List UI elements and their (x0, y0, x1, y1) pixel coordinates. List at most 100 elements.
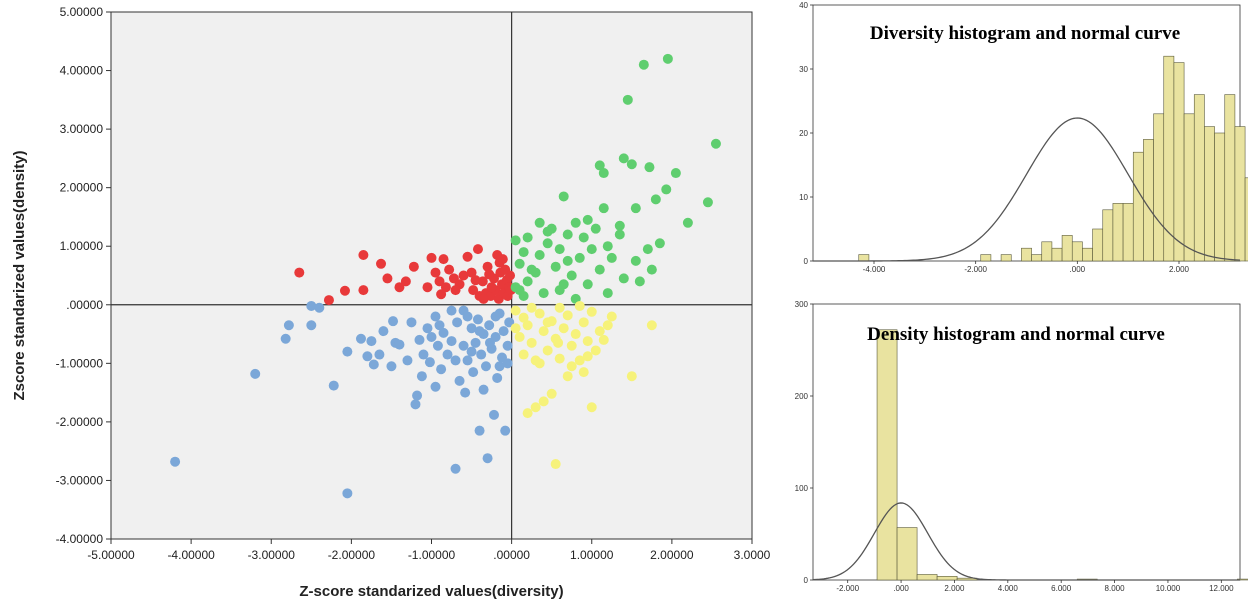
scatter-x-tick-label: -4.00000 (167, 548, 215, 562)
scatter-point (661, 184, 672, 195)
scatter-point (514, 258, 525, 269)
diversity-x-ticks: -4.000 -2.000 .000 2.000 (863, 261, 1190, 274)
scatter-point (542, 238, 553, 249)
scatter-point (458, 340, 469, 351)
scatter-point (514, 331, 525, 342)
histogram-y-tick-label: 200 (795, 392, 809, 401)
histogram-bar (1082, 247, 1093, 262)
scatter-y-tick-label: .00000 (66, 298, 103, 312)
scatter-point (558, 323, 569, 334)
scatter-point (416, 371, 427, 382)
scatter-point (408, 261, 419, 272)
scatter-point (484, 337, 495, 348)
scatter-point (468, 367, 479, 378)
scatter-x-tick-label: 2.00000 (650, 548, 694, 562)
histogram-bar (1173, 62, 1185, 262)
scatter-point (598, 334, 609, 345)
scatter-point (554, 353, 565, 364)
scatter-point (406, 317, 417, 328)
scatter-point (662, 53, 673, 64)
histogram-bar (1021, 247, 1032, 262)
scatter-point (602, 241, 613, 252)
scatter-point (470, 275, 481, 286)
scatter-point (644, 162, 655, 173)
scatter-point (586, 244, 597, 255)
scatter-point (646, 264, 657, 275)
histogram-bar (896, 527, 918, 581)
scatter-point (682, 217, 693, 228)
histogram-x-tick-label: 8.000 (1105, 584, 1126, 593)
scatter-point (514, 285, 525, 296)
scatter-x-tick-label: 3.0000 (734, 548, 771, 562)
scatter-point (594, 264, 605, 275)
histogram-bar (1234, 126, 1246, 262)
histogram-bar (1163, 55, 1175, 262)
scatter-point (410, 399, 421, 410)
scatter-point (482, 261, 493, 272)
scatter-point (355, 333, 366, 344)
histogram-y-tick-label: 20 (799, 129, 808, 138)
scatter-point (570, 329, 581, 340)
scatter-point (534, 250, 545, 261)
histogram-bar (1112, 203, 1124, 262)
scatter-point (618, 153, 629, 164)
histogram-bar (1031, 254, 1043, 262)
scatter-point (388, 316, 399, 327)
scatter-point (542, 317, 553, 328)
scatter-point (446, 305, 457, 316)
scatter-x-tick-label: -1.00000 (408, 548, 456, 562)
histogram-x-tick-label: 12.000 (1209, 584, 1234, 593)
density-x-ticks: -2.000 .000 2.000 4.000 6.000 8.000 10.000 12.0… (836, 580, 1234, 593)
scatter-point (510, 323, 521, 334)
scatter-point (530, 402, 541, 413)
scatter-point (562, 229, 573, 240)
scatter-point (422, 282, 433, 293)
scatter-point (462, 311, 473, 322)
histogram-bar (1183, 113, 1195, 262)
scatter-point (452, 317, 463, 328)
scatter-point (602, 288, 613, 299)
scatter-point (366, 336, 377, 347)
scatter-point (314, 302, 325, 313)
scatter-plot: -5.00000 -4.00000 -3.00000 -2.00000 -1.00000… (11, 5, 771, 600)
scatter-point (578, 367, 589, 378)
scatter-point (502, 340, 513, 351)
scatter-point (466, 346, 477, 357)
histogram-bar (1143, 139, 1154, 262)
scatter-point (468, 285, 479, 296)
scatter-point (574, 355, 585, 366)
scatter-point (550, 459, 561, 470)
scatter-point (436, 289, 447, 300)
scatter-point (478, 384, 489, 395)
scatter-point (490, 311, 501, 322)
scatter-point (402, 355, 413, 366)
scatter-point (586, 402, 597, 413)
scatter-point (294, 267, 305, 278)
scatter-point (534, 217, 545, 228)
scatter-point (430, 381, 441, 392)
scatter-y-tick-label: -1.00000 (56, 356, 104, 370)
scatter-y-tick-label: 2.00000 (60, 181, 104, 195)
diversity-y-ticks: 0 10 20 30 40 (799, 1, 813, 266)
histogram-bar (1193, 94, 1205, 262)
scatter-y-ticks: 5.00000 4.00000 3.00000 2.00000 1.00000 .0000… (56, 5, 111, 546)
scatter-point (394, 282, 405, 293)
histogram-bar (1204, 126, 1215, 262)
histogram-x-tick-label: 2.000 (1169, 265, 1190, 274)
scatter-x-tick-label: 1.00000 (570, 548, 614, 562)
scatter-point (438, 254, 449, 265)
histogram-bar (1000, 254, 1012, 262)
scatter-x-axis-label: Z-score standarized values(diversity) (299, 583, 563, 600)
scatter-point (562, 310, 573, 321)
scatter-point (710, 138, 721, 149)
scatter-point (476, 349, 487, 360)
scatter-point (626, 371, 637, 382)
scatter-y-tick-label: -3.00000 (56, 473, 104, 487)
scatter-point (280, 333, 291, 344)
scatter-point (606, 311, 617, 322)
histogram-bar (1071, 241, 1083, 262)
scatter-point (553, 337, 564, 348)
scatter-point (478, 293, 489, 304)
scatter-point (484, 269, 495, 280)
density-y-ticks: 0 100 200 300 (795, 300, 813, 585)
